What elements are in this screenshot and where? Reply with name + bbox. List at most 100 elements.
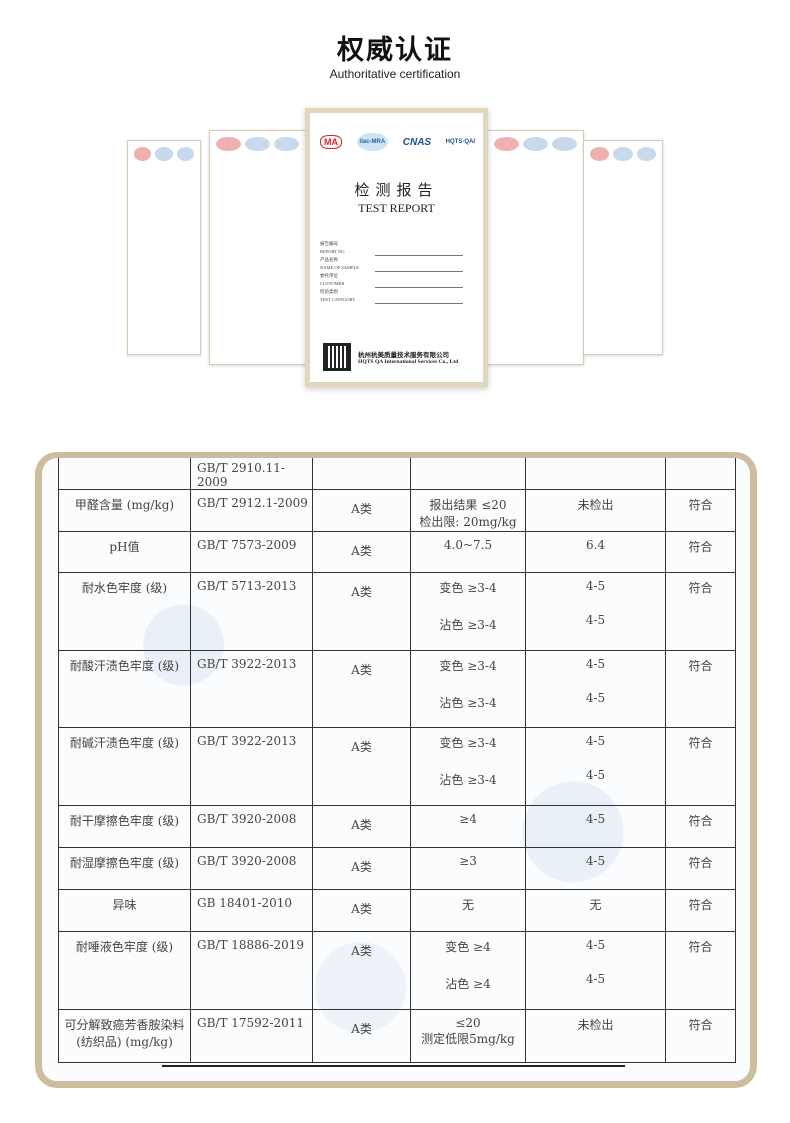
grade-text: A类 [351, 944, 372, 958]
ilac-logo: ilac-MRA [356, 133, 389, 151]
requirement-text: ≥3 [459, 854, 477, 868]
field-label: NAME OF SAMPLE [320, 265, 360, 270]
table-row: 耐水色牢度 (级) GB/T 5713-2013 A类 变色 ≥3-4 沾色 ≥3-4 4… [58, 572, 736, 651]
cell-standard: GB 18401-2010 [190, 889, 313, 932]
cell-verdict: 符合 [665, 650, 736, 728]
report-thumbnail[interactable] [583, 140, 663, 355]
grade-text: A类 [351, 544, 372, 558]
field-label: TEST CATEGORY [320, 297, 356, 302]
cell-standard: GB/T 3920-2008 [190, 847, 313, 890]
requirement-text-2: 测定低限5mg/kg [421, 1032, 515, 1046]
ma-logo: MA [320, 135, 342, 149]
standard-text: GB/T 17592-2011 [197, 1016, 305, 1030]
report-thumbnail[interactable] [487, 130, 584, 365]
cell-requirement: 报出结果 ≤20 检出限: 20mg/kg [410, 489, 526, 532]
table-row: 可分解致癌芳香胺染料 (纺织品) (mg/kg) GB/T 17592-2011 A… [58, 1009, 736, 1063]
thumbnail-logos [494, 137, 577, 151]
grade-text: A类 [351, 585, 372, 599]
requirement-text: ≥4 [459, 812, 477, 826]
cell-standard: GB/T 17592-2011 [190, 1009, 313, 1063]
grade-text: A类 [351, 502, 372, 516]
requirement-text: 变色 ≥3-4 [439, 659, 497, 673]
cell-verdict: 符合 [665, 489, 736, 532]
requirement-text-2: 沾色 ≥3-4 [439, 773, 497, 787]
field-label: CUSTOMER [320, 281, 345, 286]
field-label: 产品名称 [320, 257, 338, 262]
cell-item: 耐干摩擦色牢度 (级) [58, 805, 191, 848]
cell-grade: A类 [312, 931, 411, 1010]
field-row: REPORT NO [320, 249, 471, 257]
cnas-logo: CNAS [402, 136, 432, 148]
cell-verdict: 符合 [665, 805, 736, 848]
cell-grade: A类 [312, 1009, 411, 1063]
cell-requirement: 无 [410, 889, 526, 932]
qr-code-icon [323, 343, 351, 371]
company-name-en: HQTS QA International Services Co., Ltd [358, 359, 459, 365]
requirement-text: ≤20 [455, 1016, 481, 1030]
test-report-cover[interactable]: MA ilac-MRA CNAS HQTS-QAI 检测报告 TEST REPO… [305, 108, 488, 387]
report-thumbnail[interactable] [209, 130, 306, 365]
standard-text: GB/T 5713-2013 [197, 579, 297, 593]
verdict-text: 符合 [688, 1018, 713, 1032]
item-text: 异味 [112, 898, 137, 912]
cell-grade: A类 [312, 727, 411, 806]
report-thumbnail[interactable] [127, 140, 201, 355]
test-results-document: GB/T 2910.11-2009 甲醛含量 (mg/kg) GB/T 2912.1… [35, 452, 757, 1088]
cell-verdict: 符合 [665, 572, 736, 651]
cell-standard: GB/T 3922-2013 [190, 650, 313, 728]
table-row: 耐唾液色牢度 (级) GB/T 18886-2019 A类 变色 ≥4 沾色 ≥4 4-5… [58, 931, 736, 1010]
cell-requirement: 变色 ≥3-4 沾色 ≥3-4 [410, 572, 526, 651]
cell-verdict: 符合 [665, 889, 736, 932]
verdict-text: 符合 [688, 540, 713, 554]
requirement-text: 报出结果 ≤20 [429, 498, 507, 512]
end-line [162, 1065, 625, 1067]
result-text: 4-5 [585, 938, 606, 952]
item-text: pH值 [109, 540, 140, 554]
grade-text: A类 [351, 860, 372, 874]
cell-verdict: 符合 [665, 847, 736, 890]
result-text-2: 4-5 [585, 613, 606, 627]
cell-item: 甲醛含量 (mg/kg) [58, 489, 191, 532]
cell-grade: A类 [312, 650, 411, 728]
cell-standard: GB/T 2912.1-2009 [190, 489, 313, 532]
result-text-2: 4-5 [585, 691, 606, 705]
table-row: 耐碱汗渍色牢度 (级) GB/T 3922-2013 A类 变色 ≥3-4 沾色 ≥3-… [58, 727, 736, 806]
standard-text: GB/T 3922-2013 [197, 657, 297, 671]
requirement-text-2: 沾色 ≥3-4 [439, 618, 497, 632]
result-text: 4-5 [585, 812, 606, 826]
cell-requirement: 变色 ≥3-4 沾色 ≥3-4 [410, 650, 526, 728]
requirement-text: 变色 ≥3-4 [439, 736, 497, 750]
field-row: NAME OF SAMPLE [320, 265, 471, 273]
cell-grade: A类 [312, 572, 411, 651]
requirement-text-2: 检出限: 20mg/kg [419, 515, 517, 529]
cell-requirement: 4.0~7.5 [410, 531, 526, 573]
item-text: 耐水色牢度 (级) [81, 581, 168, 595]
report-title-en: TEST REPORT [358, 201, 435, 215]
item-text: 耐酸汗渍色牢度 (级) [69, 659, 180, 673]
cell-result: 4-5 4-5 [525, 650, 666, 728]
verdict-text: 符合 [688, 498, 713, 512]
standard-text: GB 18401-2010 [197, 896, 292, 910]
result-text: 未检出 [577, 1018, 614, 1032]
cell-grade: A类 [312, 889, 411, 932]
grade-text: A类 [351, 902, 372, 916]
grade-text: A类 [351, 1022, 372, 1036]
item-text: 耐湿摩擦色牢度 (级) [69, 856, 180, 870]
cell-standard: GB/T 7573-2009 [190, 531, 313, 573]
cell-grade [312, 458, 411, 490]
cell-verdict: 符合 [665, 531, 736, 573]
requirement-text: 变色 ≥3-4 [439, 581, 497, 595]
standard-text: GB/T 18886-2019 [197, 938, 305, 952]
verdict-text: 符合 [688, 940, 713, 954]
grade-text: A类 [351, 818, 372, 832]
result-text: 无 [589, 898, 602, 912]
item-text: 甲醛含量 (mg/kg) [74, 498, 175, 512]
item-text: 耐干摩擦色牢度 (级) [69, 814, 180, 828]
report-title-cn: 检测报告 [354, 181, 439, 199]
result-text: 4-5 [585, 734, 606, 748]
cell-verdict [665, 458, 736, 490]
result-text-2: 4-5 [585, 972, 606, 986]
cell-item: 耐湿摩擦色牢度 (级) [58, 847, 191, 890]
cell-verdict: 符合 [665, 727, 736, 806]
result-text-2: 4-5 [585, 768, 606, 782]
